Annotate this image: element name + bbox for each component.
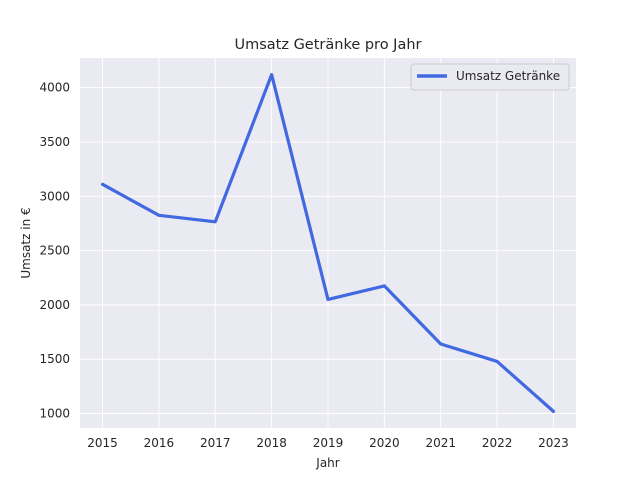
x-tick-label: 2022 <box>482 436 513 450</box>
y-tick-label: 1500 <box>39 352 70 366</box>
series-layer <box>100 73 556 413</box>
x-tick-label: 2023 <box>538 436 569 450</box>
x-tick-label: 2017 <box>200 436 231 450</box>
y-tick-label: 2500 <box>39 244 70 258</box>
x-tick-label: 2016 <box>144 436 175 450</box>
x-tick-label: 2021 <box>425 436 456 450</box>
legend-label: Umsatz Getränke <box>456 69 560 83</box>
x-tick-label: 2019 <box>313 436 344 450</box>
y-tick-labels: 1000 1500 2000 2500 3000 3500 4000 <box>39 81 70 421</box>
x-tick-label: 2018 <box>256 436 287 450</box>
y-tick-label: 3000 <box>39 189 70 203</box>
y-tick-label: 3500 <box>39 135 70 149</box>
x-tick-label: 2020 <box>369 436 400 450</box>
series-line <box>100 73 556 413</box>
y-tick-label: 4000 <box>39 81 70 95</box>
legend: Umsatz Getränke <box>410 63 570 91</box>
chart-title: Umsatz Getränke pro Jahr <box>234 37 421 53</box>
y-tick-label: 1000 <box>39 407 70 421</box>
x-tick-labels: 2015 2016 2017 2018 2019 2020 2021 2022 2023 <box>87 436 568 450</box>
x-axis-title: Jahr <box>315 456 339 470</box>
y-axis-title: Umsatz in € <box>19 207 33 278</box>
y-tick-label: 2000 <box>39 298 70 312</box>
x-tick-label: 2015 <box>87 436 118 450</box>
legend-frame <box>410 63 570 91</box>
